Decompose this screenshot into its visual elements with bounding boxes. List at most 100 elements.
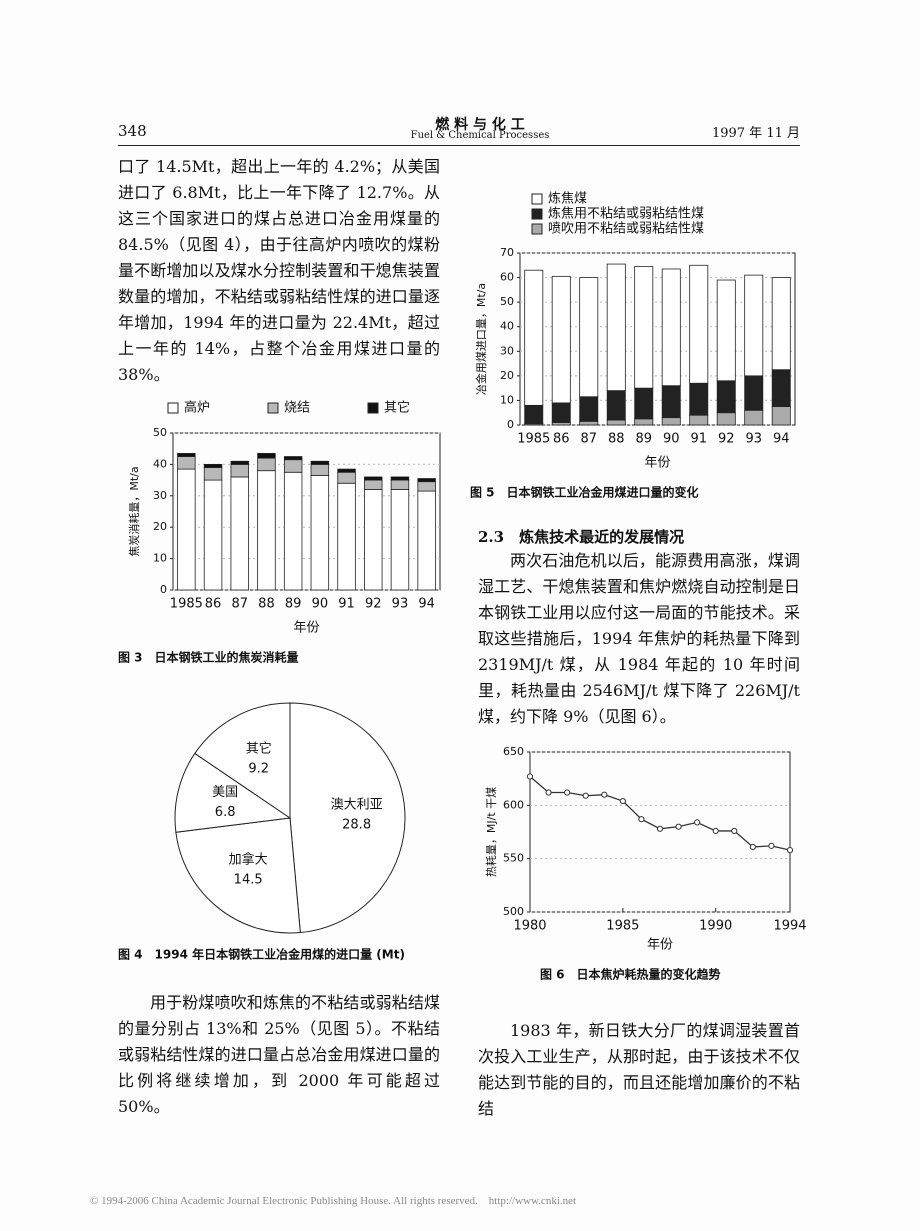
x-tick-label: 1980: [513, 919, 546, 934]
journal-en: Fuel & Chemical Processes: [410, 130, 550, 141]
legend-label: 烧结: [284, 401, 310, 416]
figure: 0 10 20 30 40 50 焦炭消耗量，Mt/a 年份图 3 日本钢铁工业的焦炭消耗量 1…: [118, 400, 441, 665]
y-axis-label: 热耗量，MJ/t 干煤: [485, 787, 498, 877]
y-tick-label: 0: [507, 418, 514, 431]
point: [712, 827, 719, 835]
point: [731, 827, 738, 835]
bar-segment: [230, 464, 249, 478]
plot-frame: [519, 252, 796, 426]
bar-segment: [203, 464, 223, 468]
bar-segment: [524, 269, 544, 406]
slice-label: 美国: [212, 785, 238, 800]
legend-swatch: [367, 402, 379, 414]
x-tick-label: 91: [690, 432, 707, 447]
bar-segment: [661, 268, 681, 387]
legend-swatch: [531, 223, 543, 235]
x-tick-label: 1985: [517, 432, 550, 447]
bar-segment: [310, 460, 330, 465]
point: [749, 843, 756, 851]
slice-value: 28.8: [342, 817, 371, 832]
point: [526, 773, 534, 780]
figure-caption: 图 5 日本钢铁工业冶金用煤进口量的变化: [470, 485, 699, 500]
slice-value: 6.8: [215, 805, 236, 820]
bar-segment: [716, 279, 736, 382]
x-tick-label: 89: [635, 432, 652, 447]
plot-frame: [529, 751, 791, 913]
section-heading: 2.3 炼焦技术最近的发展情况: [478, 528, 685, 546]
bar-segment: [364, 479, 383, 490]
bar-segment: [551, 275, 571, 404]
x-tick-label: 86: [553, 432, 570, 447]
bar-segment: [417, 490, 436, 591]
y-tick-label: 0: [160, 583, 167, 596]
x-tick-label: 87: [231, 597, 248, 612]
bar-segment: [337, 471, 356, 484]
bar-segment: [771, 369, 791, 407]
bar-segment: [177, 468, 196, 591]
slice-label: 其它: [246, 741, 272, 757]
bar-segment: [230, 460, 249, 465]
legend-swatch: [531, 193, 543, 205]
legend-label: 炼焦用不粘结或弱粘结性煤: [548, 207, 704, 222]
bar-segment: [310, 464, 330, 476]
page-number: 348: [118, 122, 147, 140]
bar-segment: [744, 274, 764, 377]
x-axis-label: 年份: [647, 938, 673, 953]
x-tick-label: 87: [580, 432, 597, 447]
paragraph: 两次石油危机以后，能源费用高涨，煤调湿工艺、干熄焦装置和焦炉燃烧自动控制是日本钢…: [478, 551, 800, 726]
slice-value: 9.2: [248, 762, 269, 777]
x-tick-label: 93: [745, 432, 762, 447]
bar-segment: [390, 479, 410, 490]
x-tick-label: 94: [418, 597, 435, 612]
x-tick-label: 94: [773, 432, 790, 447]
y-axis-label: 焦炭消耗量，Mt/a: [127, 466, 141, 556]
x-tick-label: 88: [258, 597, 275, 612]
x-tick-label: 93: [392, 597, 409, 612]
bar-segment: [579, 396, 599, 422]
bar-segment: [390, 489, 410, 591]
paragraph: 口了 14.5Mt，超出上一年的 4.2%；从美国进口了 6.8Mt，比上一年下…: [118, 157, 440, 384]
copyright-footer: © 1994-2006 China Academic Journal Elect…: [90, 1195, 577, 1207]
x-tick-label: 92: [365, 597, 382, 612]
figure-caption: 图 6 日本焦炉耗热量的变化趋势: [540, 967, 721, 982]
legend-swatch: [267, 402, 279, 414]
point: [675, 823, 682, 830]
bar-segment: [771, 277, 791, 371]
legend-swatch: [167, 402, 179, 414]
bar-segment: [364, 489, 383, 591]
y-tick-label: 70: [500, 246, 514, 259]
x-tick-label: 89: [285, 597, 302, 612]
y-tick-label: 50: [500, 295, 514, 308]
bar-segment: [689, 382, 709, 416]
legend-label: 炼焦煤: [548, 192, 587, 207]
bar-segment: [283, 459, 303, 473]
point: [564, 789, 571, 796]
y-tick-label: 30: [153, 489, 167, 502]
x-tick-label: 92: [718, 432, 735, 447]
y-tick-label: 20: [153, 520, 167, 533]
figure: 澳大利亚 28.8 加拿大 14.5 美国 6.8 其它 9.2 图 4 1994 年日本钢铁工…: [118, 702, 406, 962]
x-axis-label: 年份: [293, 621, 319, 636]
point: [768, 842, 775, 849]
slice-label: 澳大利亚: [331, 796, 383, 812]
legend-label: 其它: [384, 400, 410, 416]
paragraph: 1983 年，新日铁大分厂的煤调湿装置首次投入工业生产，从那时起，由于该技术不仅…: [478, 1021, 800, 1118]
x-tick-label: 90: [312, 597, 329, 612]
bar-segment: [579, 420, 599, 426]
y-tick-label: 40: [153, 457, 167, 470]
bar-segment: [337, 482, 356, 591]
bar-segment: [177, 456, 196, 470]
x-tick-label: 1990: [699, 919, 732, 934]
point: [582, 792, 589, 799]
bar-segment: [634, 387, 654, 420]
pie-slice: [194, 702, 291, 819]
legend-label: 喷吹用不粘结或弱粘结性煤: [548, 222, 704, 237]
y-tick-label: 650: [503, 745, 524, 758]
bar-segment: [257, 457, 276, 472]
bar-segment: [689, 264, 709, 384]
bar-segment: [606, 419, 626, 426]
bar-segment: [230, 476, 249, 591]
pie-slice: [175, 817, 301, 934]
point: [786, 847, 794, 854]
bar-segment: [579, 277, 599, 398]
